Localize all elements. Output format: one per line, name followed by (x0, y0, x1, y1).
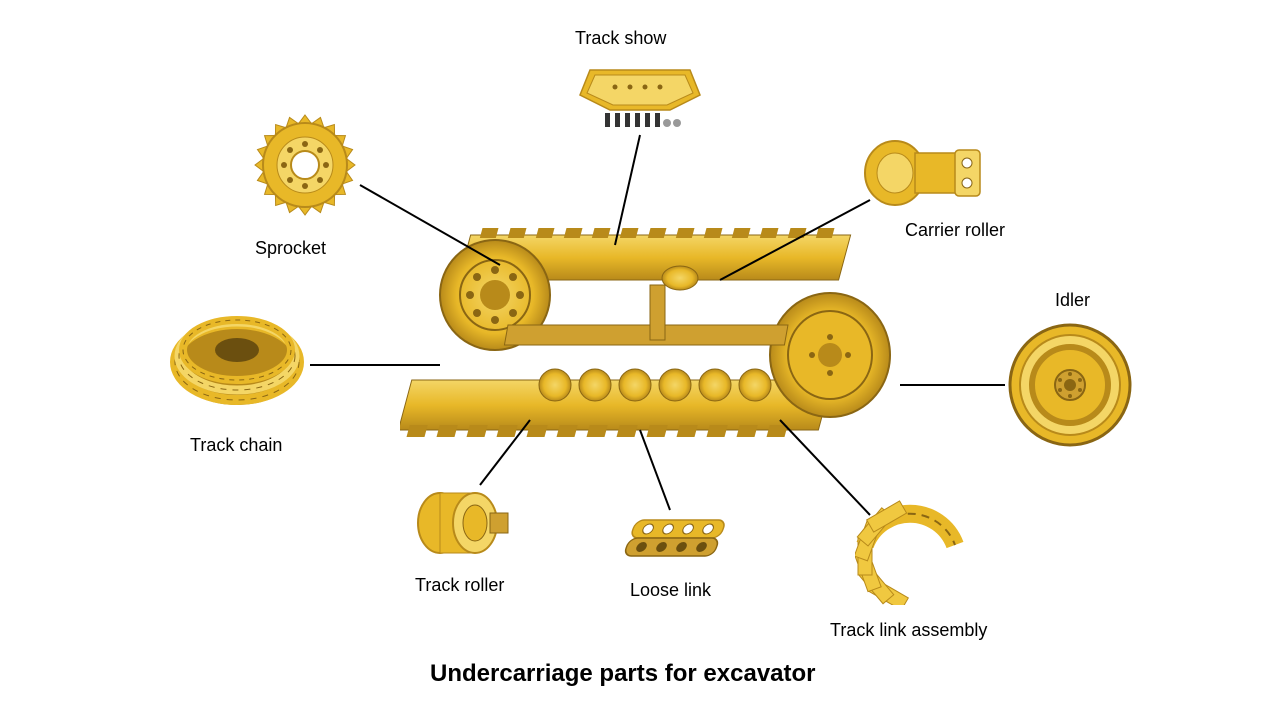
label-track-link-assembly: Track link assembly (830, 620, 987, 641)
part-loose-link (620, 510, 735, 565)
part-sprocket (250, 110, 360, 220)
label-track-chain: Track chain (190, 435, 282, 456)
part-track-link-assembly (855, 500, 975, 605)
label-loose-link: Loose link (630, 580, 711, 601)
part-track-show (575, 65, 705, 135)
central-undercarriage (400, 200, 910, 460)
label-sprocket: Sprocket (255, 238, 326, 259)
label-carrier-roller: Carrier roller (905, 220, 1005, 241)
part-carrier-roller (860, 135, 990, 210)
part-track-roller (415, 485, 515, 560)
part-track-chain (165, 310, 310, 415)
part-idler (1005, 320, 1135, 450)
diagram-title: Undercarriage parts for excavator (430, 660, 816, 688)
label-track-show: Track show (575, 28, 666, 49)
label-idler: Idler (1055, 290, 1090, 311)
label-track-roller: Track roller (415, 575, 504, 596)
